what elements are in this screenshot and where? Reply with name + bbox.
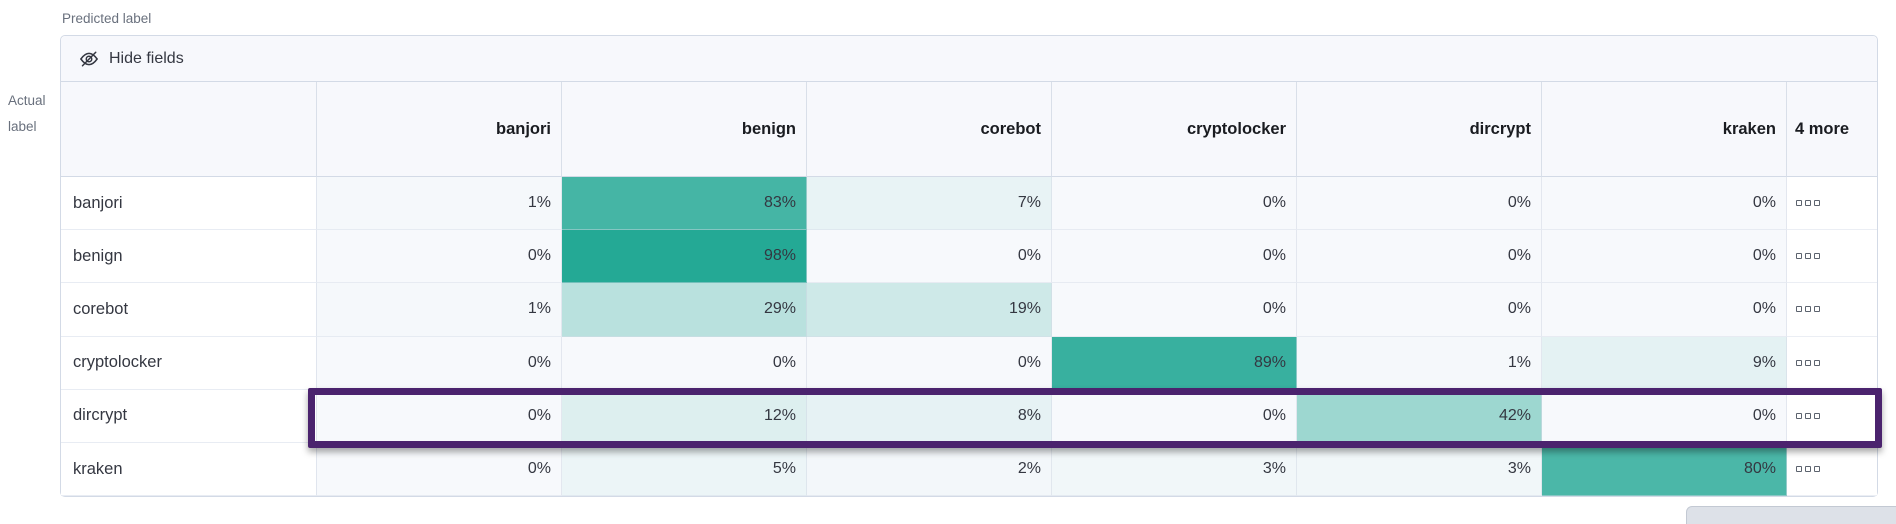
- hidden-columns-cell-banjori[interactable]: [1787, 177, 1877, 231]
- predicted-label-axis: Predicted label: [62, 11, 152, 26]
- column-header-more[interactable]: 4 more: [1787, 82, 1877, 177]
- matrix-cell-dircrypt-kraken[interactable]: 0%: [1542, 389, 1787, 443]
- matrix-cell-benign-banjori[interactable]: 0%: [317, 230, 562, 284]
- row-label-kraken[interactable]: kraken: [61, 442, 317, 497]
- row-label-dircrypt[interactable]: dircrypt: [61, 389, 317, 443]
- matrix-cell-kraken-cryptolocker[interactable]: 3%: [1052, 442, 1297, 497]
- matrix-cell-cryptolocker-corebot[interactable]: 0%: [807, 336, 1052, 390]
- matrix-cell-kraken-benign[interactable]: 5%: [562, 442, 807, 497]
- matrix-cell-cryptolocker-dircrypt[interactable]: 1%: [1297, 336, 1542, 390]
- hide-fields-label: Hide fields: [109, 49, 184, 67]
- hidden-column-square-icon: [1805, 200, 1811, 207]
- matrix-cell-dircrypt-benign[interactable]: 12%: [562, 389, 807, 443]
- hidden-column-square-icon: [1814, 412, 1820, 419]
- matrix-cell-corebot-kraken[interactable]: 0%: [1542, 283, 1787, 337]
- matrix-cell-kraken-banjori[interactable]: 0%: [317, 442, 562, 497]
- hidden-columns-cell-kraken[interactable]: [1787, 442, 1877, 497]
- matrix-cell-banjori-cryptolocker[interactable]: 0%: [1052, 177, 1297, 231]
- column-header-kraken[interactable]: kraken: [1542, 82, 1787, 177]
- hidden-column-square-icon: [1814, 253, 1820, 260]
- hidden-column-square-icon: [1805, 412, 1811, 419]
- matrix-cell-corebot-benign[interactable]: 29%: [562, 283, 807, 337]
- matrix-cell-corebot-corebot[interactable]: 19%: [807, 283, 1052, 337]
- matrix-cell-kraken-dircrypt[interactable]: 3%: [1297, 442, 1542, 497]
- column-header-banjori[interactable]: banjori: [317, 82, 562, 177]
- actual-label-axis: Actual label: [8, 88, 58, 140]
- matrix-cell-cryptolocker-cryptolocker[interactable]: 89%: [1052, 336, 1297, 390]
- hidden-column-square-icon: [1814, 466, 1820, 473]
- matrix-cell-cryptolocker-benign[interactable]: 0%: [562, 336, 807, 390]
- matrix-cell-cryptolocker-banjori[interactable]: 0%: [317, 336, 562, 390]
- column-header-dircrypt[interactable]: dircrypt: [1297, 82, 1542, 177]
- hidden-column-square-icon: [1796, 306, 1802, 313]
- confusion-matrix-panel: Hide fields banjori benign corebot cryptolo…: [60, 35, 1878, 497]
- matrix-cell-corebot-dircrypt[interactable]: 0%: [1297, 283, 1542, 337]
- hide-fields-button[interactable]: Hide fields: [61, 36, 1877, 82]
- row-label-corebot[interactable]: corebot: [61, 283, 317, 337]
- matrix-cell-benign-kraken[interactable]: 0%: [1542, 230, 1787, 284]
- hidden-column-square-icon: [1814, 306, 1820, 313]
- column-header-benign[interactable]: benign: [562, 82, 807, 177]
- matrix-cell-dircrypt-dircrypt[interactable]: 42%: [1297, 389, 1542, 443]
- actual-label-line2: label: [8, 119, 37, 134]
- hidden-column-square-icon: [1805, 306, 1811, 313]
- row-label-banjori[interactable]: banjori: [61, 177, 317, 231]
- hidden-column-square-icon: [1796, 200, 1802, 207]
- matrix-cell-benign-benign[interactable]: 98%: [562, 230, 807, 284]
- row-label-benign[interactable]: benign: [61, 230, 317, 284]
- matrix-cell-banjori-benign[interactable]: 83%: [562, 177, 807, 231]
- matrix-cell-banjori-banjori[interactable]: 1%: [317, 177, 562, 231]
- eye-closed-icon: [79, 50, 99, 66]
- matrix-cell-benign-dircrypt[interactable]: 0%: [1297, 230, 1542, 284]
- hidden-column-square-icon: [1814, 359, 1820, 366]
- matrix-corner-cell: [61, 82, 317, 177]
- hidden-columns-cell-cryptolocker[interactable]: [1787, 336, 1877, 390]
- confusion-matrix-grid: banjori benign corebot cryptolocker dircrypt…: [61, 82, 1877, 497]
- matrix-cell-kraken-corebot[interactable]: 2%: [807, 442, 1052, 497]
- matrix-cell-cryptolocker-kraken[interactable]: 9%: [1542, 336, 1787, 390]
- hidden-column-square-icon: [1805, 359, 1811, 366]
- hidden-column-square-icon: [1805, 466, 1811, 473]
- hidden-column-square-icon: [1796, 359, 1802, 366]
- horizontal-scrollbar[interactable]: [1686, 506, 1896, 524]
- matrix-cell-kraken-kraken[interactable]: 80%: [1542, 442, 1787, 497]
- actual-label-line1: Actual: [8, 93, 46, 108]
- matrix-cell-benign-corebot[interactable]: 0%: [807, 230, 1052, 284]
- column-header-corebot[interactable]: corebot: [807, 82, 1052, 177]
- matrix-cell-dircrypt-cryptolocker[interactable]: 0%: [1052, 389, 1297, 443]
- hidden-column-square-icon: [1796, 412, 1802, 419]
- matrix-cell-corebot-cryptolocker[interactable]: 0%: [1052, 283, 1297, 337]
- matrix-cell-banjori-corebot[interactable]: 7%: [807, 177, 1052, 231]
- matrix-cell-benign-cryptolocker[interactable]: 0%: [1052, 230, 1297, 284]
- matrix-cell-dircrypt-corebot[interactable]: 8%: [807, 389, 1052, 443]
- matrix-cell-dircrypt-banjori[interactable]: 0%: [317, 389, 562, 443]
- hidden-column-square-icon: [1814, 200, 1820, 207]
- hidden-column-square-icon: [1796, 466, 1802, 473]
- hidden-columns-cell-corebot[interactable]: [1787, 283, 1877, 337]
- hidden-column-square-icon: [1796, 253, 1802, 260]
- matrix-cell-banjori-dircrypt[interactable]: 0%: [1297, 177, 1542, 231]
- matrix-cell-banjori-kraken[interactable]: 0%: [1542, 177, 1787, 231]
- column-header-cryptolocker[interactable]: cryptolocker: [1052, 82, 1297, 177]
- hidden-column-square-icon: [1805, 253, 1811, 260]
- hidden-columns-cell-dircrypt[interactable]: [1787, 389, 1877, 443]
- matrix-cell-corebot-banjori[interactable]: 1%: [317, 283, 562, 337]
- row-label-cryptolocker[interactable]: cryptolocker: [61, 336, 317, 390]
- hidden-columns-cell-benign[interactable]: [1787, 230, 1877, 284]
